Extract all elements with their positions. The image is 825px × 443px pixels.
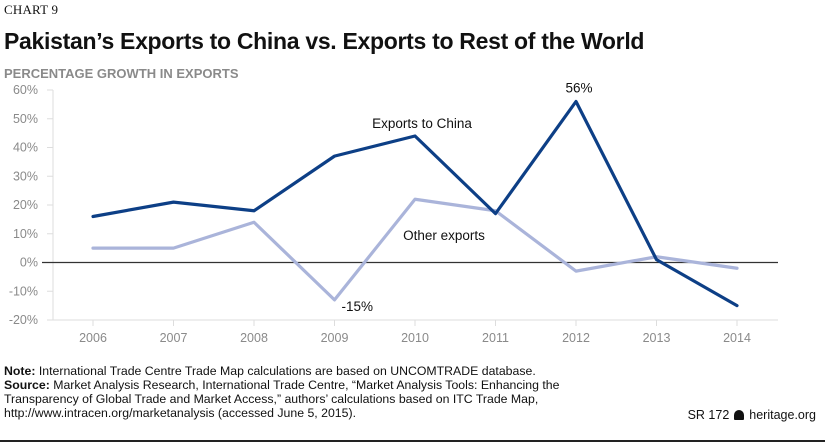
report-id: SR 172 (687, 408, 730, 422)
x-tick-label: 2007 (160, 331, 188, 345)
y-tick-label: 50% (13, 112, 38, 126)
report-credit: SR 172 heritage.org (688, 408, 816, 422)
x-tick-label: 2014 (723, 331, 751, 345)
y-tick-label: -20% (9, 313, 38, 327)
chart-subtitle: PERCENTAGE GROWTH IN EXPORTS (4, 66, 239, 81)
x-tick-label: 2013 (643, 331, 671, 345)
line-chart: -20% -10% 0% 10% 20% 30% 40% 50% 60% 2006 2007 2008… (9, 81, 778, 345)
source-line: Source: Market Analysis Research, Intern… (4, 378, 604, 420)
chart-kicker: CHART 9 (4, 2, 59, 17)
y-tick-label: 20% (13, 198, 38, 212)
note-text: International Trade Centre Trade Map cal… (35, 364, 536, 378)
y-tick-label: 60% (13, 83, 38, 97)
x-tick-label: 2011 (482, 331, 509, 345)
y-tick-label: 40% (13, 141, 38, 155)
source-label: Source: (4, 378, 50, 392)
note-line: Note: International Trade Centre Trade M… (4, 364, 604, 378)
source-text: Market Analysis Research, International … (4, 378, 560, 420)
chart-title: Pakistan’s Exports to China vs. Exports … (4, 28, 645, 54)
x-tick-label: 2009 (321, 331, 349, 345)
chart-footnotes: Note: International Trade Centre Trade M… (4, 364, 604, 420)
annotation-low-minus-15: -15% (342, 299, 374, 314)
x-tick-label: 2010 (401, 331, 429, 345)
heritage-bell-icon (734, 410, 745, 420)
series-line-exports-to-china (91, 99, 739, 308)
series-line-other-exports (91, 197, 739, 302)
x-tick-label: 2006 (79, 331, 107, 345)
annotation-peak-56: 56% (565, 81, 592, 96)
bottom-rule (0, 440, 825, 442)
y-tick-label: 0% (20, 256, 38, 270)
series-label-other-exports: Other exports (403, 228, 485, 243)
note-label: Note: (4, 364, 36, 378)
y-tick-label: -10% (9, 284, 38, 298)
y-tick-label: 10% (13, 227, 38, 241)
y-tick-label: 30% (13, 169, 38, 183)
site-link[interactable]: heritage.org (749, 408, 816, 422)
x-tick-label: 2008 (240, 331, 268, 345)
x-tick-label: 2012 (562, 331, 590, 345)
series-label-exports-to-china: Exports to China (372, 116, 472, 131)
